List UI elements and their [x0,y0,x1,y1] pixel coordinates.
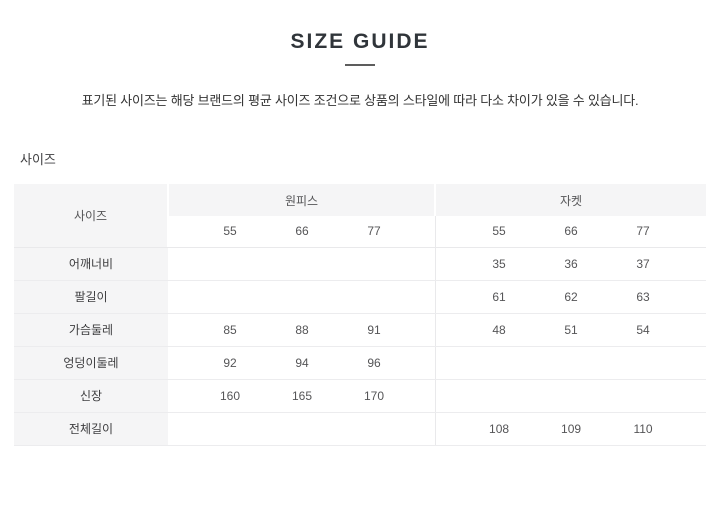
size-col-header: 77 [338,216,410,248]
size-cell: 110 [607,412,680,446]
row-label: 가슴둘레 [14,313,168,347]
size-col-header: 77 [607,216,680,248]
size-col-header: 55 [194,216,266,248]
size-cell: 108 [463,412,536,446]
size-cell: 61 [463,280,536,314]
table-row: 엉덩이둘레 92 94 96 [14,346,707,380]
size-cell: 36 [535,247,608,281]
spacer-cell [679,216,707,248]
size-cell [535,379,608,413]
title-underline [345,64,375,66]
spacer-cell [410,216,436,248]
group-divider [434,379,464,413]
spacer-cell [168,247,194,281]
size-col-header: 55 [463,216,536,248]
group-divider [434,346,464,380]
group-header-dress: 원피스 [166,184,436,216]
size-cell: 165 [266,379,338,413]
spacer-cell [168,379,194,413]
spacer-cell [410,346,436,380]
group-divider [434,412,464,446]
size-cell: 96 [338,346,410,380]
table-header-row: 사이즈 원피스 자켓 [14,184,707,248]
size-cell: 63 [607,280,680,314]
size-cell [338,247,410,281]
size-cell: 48 [463,313,536,347]
size-cell: 91 [338,313,410,347]
spacer-cell [168,280,194,314]
size-cell: 35 [463,247,536,281]
section-label: 사이즈 [20,152,56,167]
size-cell [266,412,338,446]
size-col-header: 66 [535,216,608,248]
size-cell: 94 [266,346,338,380]
group-divider [434,280,464,314]
page-title: SIZE GUIDE [290,30,430,53]
group-divider [434,247,464,281]
spacer-cell [410,379,436,413]
size-cell [266,247,338,281]
table-row: 신장 160 165 170 [14,379,707,413]
table-row: 가슴둘레 85 88 91 48 51 54 [14,313,707,347]
spacer-cell [410,280,436,314]
spacer-cell [168,412,194,446]
size-cell [194,412,266,446]
spacer-cell [410,313,436,347]
size-cell: 92 [194,346,266,380]
spacer-cell [679,247,707,281]
size-cell [463,379,536,413]
size-cell [194,280,266,314]
size-cell [338,280,410,314]
size-cell: 160 [194,379,266,413]
spacer-cell [679,280,707,314]
size-cell [194,247,266,281]
row-label: 어깨너비 [14,247,168,281]
size-cell: 85 [194,313,266,347]
size-cell: 37 [607,247,680,281]
size-cell [535,346,608,380]
spacer-cell [168,313,194,347]
size-cell [463,346,536,380]
size-cell: 62 [535,280,608,314]
size-guide-description: 표기된 사이즈는 해당 브랜드의 평균 사이즈 조건으로 상품의 스타일에 따라… [81,93,639,108]
table-row: 전체길이 108 109 110 [14,412,707,446]
spacer-cell [168,216,194,248]
spacer-cell [679,379,707,413]
spacer-cell [679,313,707,347]
spacer-cell [168,346,194,380]
spacer-cell [679,412,707,446]
table-row: 팔길이 61 62 63 [14,280,707,314]
row-label: 신장 [14,379,168,413]
size-cell: 109 [535,412,608,446]
size-cell [338,412,410,446]
row-label: 엉덩이둘레 [14,346,168,380]
size-table: 사이즈 원피스 자켓 55 66 77 55 66 77 어깨너비 [14,184,707,446]
size-cell [607,346,680,380]
group-header-jacket: 자켓 [434,184,707,216]
table-row: 어깨너비 35 36 37 [14,247,707,281]
size-cell: 51 [535,313,608,347]
spacer-cell [679,346,707,380]
size-cell [266,280,338,314]
spacer-cell [410,247,436,281]
group-divider [434,313,464,347]
size-columns-row: 55 66 77 55 66 77 [14,216,707,248]
spacer-cell [410,412,436,446]
size-cell: 170 [338,379,410,413]
size-col-header: 66 [266,216,338,248]
group-divider [434,216,464,248]
corner-header: 사이즈 [14,184,168,248]
size-cell: 54 [607,313,680,347]
row-label: 전체길이 [14,412,168,446]
size-cell [607,379,680,413]
row-label: 팔길이 [14,280,168,314]
size-cell: 88 [266,313,338,347]
